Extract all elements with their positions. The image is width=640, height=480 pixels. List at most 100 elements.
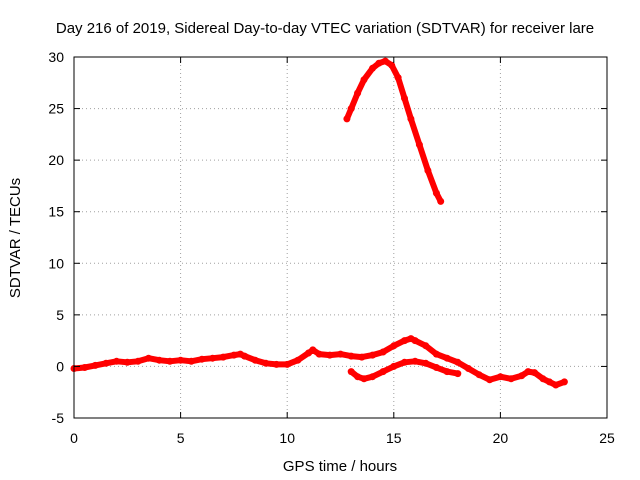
y-tick-label: 25 xyxy=(48,101,64,117)
series-main-point xyxy=(198,355,206,363)
series-main-point xyxy=(309,346,317,354)
series-main-point xyxy=(486,376,494,384)
series-main-point xyxy=(113,357,121,365)
series-arc-point xyxy=(401,94,408,102)
series-main-point xyxy=(496,373,504,381)
series-main-point xyxy=(507,375,515,383)
series-dip-point xyxy=(422,359,430,367)
series-main-point xyxy=(166,357,174,365)
series-arc-point xyxy=(432,189,440,197)
series-arc-point xyxy=(394,74,402,82)
series-main-point xyxy=(552,381,560,389)
series-main-point xyxy=(273,360,280,368)
x-tick-labels: 0 5 10 15 20 25 xyxy=(70,430,615,446)
axis-ticks xyxy=(73,56,608,419)
series-main-point xyxy=(422,342,430,350)
series-main-point xyxy=(337,350,344,358)
series-main-point xyxy=(251,356,259,364)
series-main-point xyxy=(294,356,302,364)
x-axis-label: GPS time / hours xyxy=(283,458,397,475)
y-tick-label: 10 xyxy=(48,255,64,271)
grid-lines xyxy=(74,57,607,418)
series-main-point xyxy=(155,356,163,364)
series-dip-point xyxy=(411,357,419,365)
series-main-point xyxy=(241,352,249,360)
series-main-point xyxy=(230,351,238,359)
series-main-point xyxy=(326,351,334,359)
series-arc-point xyxy=(347,105,355,113)
series-main-point xyxy=(390,342,398,350)
series-main-point xyxy=(369,351,376,359)
series-main-point xyxy=(347,352,355,360)
y-tick-labels: -5 0 5 10 15 20 25 30 xyxy=(48,49,64,426)
series-layer xyxy=(70,57,568,389)
series-dip-point xyxy=(369,373,376,381)
series-main-point xyxy=(123,358,131,366)
series-main-point xyxy=(145,354,153,362)
series-main-point xyxy=(539,375,547,383)
series-arc-point xyxy=(388,61,396,69)
series-dip-point xyxy=(347,368,355,376)
series-main-point xyxy=(464,365,472,372)
plot-frame xyxy=(73,56,608,419)
series-main-point xyxy=(524,368,532,376)
series-arc-point xyxy=(369,64,376,72)
x-tick-label: 20 xyxy=(493,430,509,446)
series-main-point xyxy=(134,357,142,365)
series-main-point xyxy=(545,378,553,386)
series-arc-point xyxy=(381,57,389,65)
x-tick-label: 25 xyxy=(599,430,615,446)
y-tick-label: 30 xyxy=(48,49,64,65)
series-arc-point xyxy=(424,167,432,174)
series-dip-point xyxy=(432,364,440,371)
series-main-point xyxy=(283,360,291,368)
series-arc-point xyxy=(354,89,362,97)
x-tick-label: 15 xyxy=(386,430,402,446)
x-tick-label: 0 xyxy=(70,430,78,446)
series-main-point xyxy=(358,353,366,361)
series-main-point xyxy=(177,356,185,364)
series-main-point xyxy=(432,350,440,358)
series-arc-point xyxy=(437,197,445,205)
series-main-point xyxy=(401,337,408,345)
series-main-point xyxy=(411,337,419,345)
series-arc-point xyxy=(375,59,383,67)
series-main-point xyxy=(219,353,227,361)
series-main-point xyxy=(443,354,451,362)
x-tick-label: 5 xyxy=(177,430,185,446)
series-main-point xyxy=(187,357,195,365)
series-main-point xyxy=(379,348,387,356)
series-main-point xyxy=(81,364,89,371)
x-tick-label: 10 xyxy=(279,430,295,446)
series-dip-point xyxy=(454,370,462,378)
series-main-point xyxy=(531,369,538,377)
y-tick-label: 15 xyxy=(48,204,64,220)
y-tick-label: 5 xyxy=(56,307,64,323)
y-axis-label: SDTVAR / TECUs xyxy=(7,178,24,298)
series-main-point xyxy=(454,358,462,366)
series-arc-point xyxy=(415,141,423,149)
series-dip-point xyxy=(354,373,362,381)
series-dip-point xyxy=(401,358,408,366)
y-tick-label: 20 xyxy=(48,152,64,168)
series-dip-point xyxy=(360,375,368,383)
y-tick-label: -5 xyxy=(52,410,65,426)
y-tick-label: 0 xyxy=(56,358,64,374)
series-main-point xyxy=(475,371,483,379)
series-main-point xyxy=(315,350,323,358)
series-main-point xyxy=(262,359,270,367)
series-main-point xyxy=(518,372,526,380)
series-main-line xyxy=(71,335,568,388)
series-main-point xyxy=(91,361,99,369)
series-arc-point xyxy=(360,76,368,84)
series-main-point xyxy=(560,378,568,386)
series-dip-point xyxy=(390,362,398,370)
series-dip-point xyxy=(443,368,451,376)
series-arc-point xyxy=(407,115,415,123)
series-dip-point xyxy=(379,368,387,376)
series-arc-point xyxy=(343,115,351,123)
series-main-point xyxy=(209,354,217,362)
chart-title: Day 216 of 2019, Sidereal Day-to-day VTE… xyxy=(56,20,594,37)
